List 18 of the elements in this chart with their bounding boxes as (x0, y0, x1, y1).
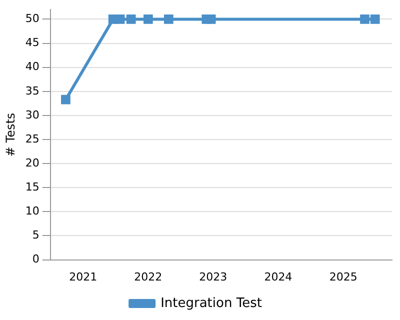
x-tick-label: 2023 (199, 270, 228, 284)
y-tick-label: 5 (32, 228, 40, 242)
y-tick-label: 40 (25, 60, 40, 74)
y-tick-label: 30 (25, 108, 40, 122)
y-tick-label: 15 (25, 180, 40, 194)
x-tick-label: 2021 (69, 270, 98, 284)
x-tick-label: 2022 (134, 270, 162, 284)
y-tick-label: 20 (25, 156, 40, 170)
y-tick-label: 10 (25, 204, 40, 218)
y-tick-label: 50 (25, 12, 40, 26)
y-tick-label: 0 (32, 252, 40, 266)
y-axis-title: # Tests (3, 112, 18, 157)
y-tick-label: 45 (25, 36, 40, 50)
y-tick-label: 25 (25, 132, 40, 146)
x-tick-label: 2025 (329, 270, 358, 284)
y-tick-label: 35 (25, 84, 40, 98)
legend-label: Integration Test (160, 296, 262, 311)
x-tick-label: 2024 (264, 270, 292, 284)
